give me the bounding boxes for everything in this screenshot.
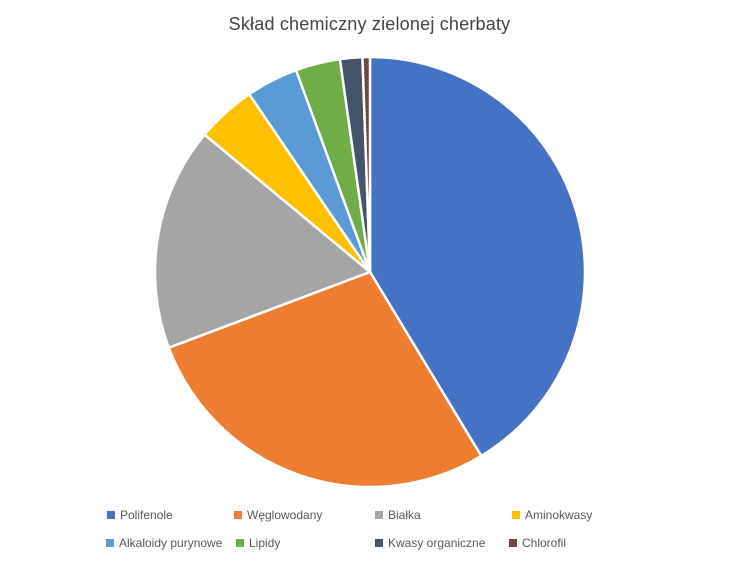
legend-swatch-bialka [375, 510, 383, 519]
legend-label-weglowodany: Węglowodany [247, 507, 323, 522]
legend-swatch-alkaloidy-purynowe [106, 538, 114, 547]
pie-slice-chlorofil[interactable] [361, 55, 372, 274]
legend-item-polifenole[interactable]: Polifenole [107, 507, 173, 522]
chart-title: Skład chemiczny zielonej cherbaty [228, 14, 511, 34]
pie-slice-bialka[interactable] [153, 133, 372, 349]
legend-label-aminokwasy: Aminokwasy [525, 507, 593, 522]
legend-label-lipidy: Lipidy [249, 535, 281, 550]
legend-swatch-polifenole [107, 510, 115, 519]
pie-slice-weglowodany[interactable] [167, 270, 483, 489]
pie-slice-polifenole[interactable] [368, 55, 587, 458]
legend-swatch-aminokwasy [512, 510, 520, 519]
legend-swatch-chlorofil [509, 538, 517, 547]
legend-item-bialka[interactable]: Białka [375, 507, 421, 522]
legend-item-aminokwasy[interactable]: Aminokwasy [512, 507, 592, 522]
legend-swatch-weglowodany [234, 510, 242, 519]
legend-item-kwasy-organiczne[interactable]: Kwasy organiczne [375, 535, 485, 550]
legend-swatch-lipidy [236, 538, 244, 547]
legend-swatch-kwasy-organiczne [375, 538, 383, 547]
legend-label-kwasy-organiczne: Kwasy organiczne [388, 535, 486, 550]
legend-item-alkaloidy-purynowe[interactable]: Alkaloidy purynowe [106, 535, 222, 550]
legend-item-chlorofil[interactable]: Chlorofil [509, 535, 566, 550]
legend-item-lipidy[interactable]: Lipidy [236, 535, 280, 550]
legend-label-alkaloidy-purynowe: Alkaloidy purynowe [119, 535, 223, 550]
legend-label-chlorofil: Chlorofil [522, 535, 567, 550]
legend-label-bialka: Białka [388, 507, 421, 522]
legend-item-weglowodany[interactable]: Węglowodany [234, 507, 322, 522]
legend-label-polifenole: Polifenole [120, 507, 173, 522]
